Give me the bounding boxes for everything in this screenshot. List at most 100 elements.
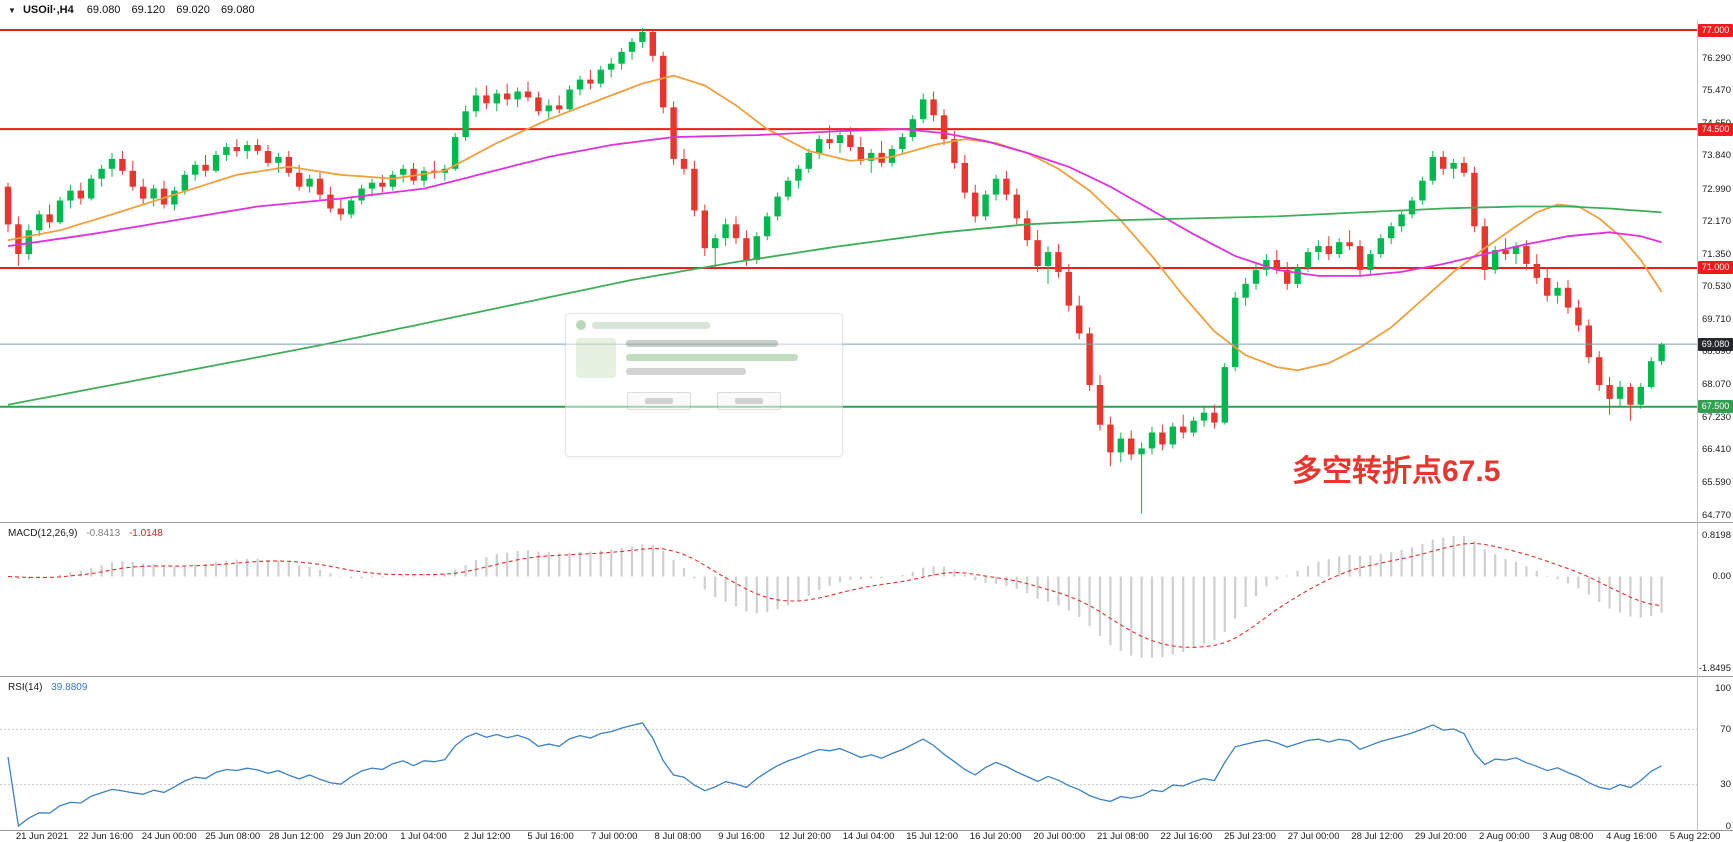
candle-body [223, 147, 230, 155]
candle-body [1627, 386, 1634, 405]
candle-body [1232, 297, 1239, 368]
price-badge: 69.080 [1698, 338, 1733, 351]
ma-mid-magenta [7, 128, 1662, 277]
macd-pane-canvas[interactable] [0, 523, 1733, 676]
candle-body [691, 168, 698, 211]
candle-body [712, 238, 719, 249]
price-pane-canvas[interactable] [0, 20, 1733, 522]
candle-body [1159, 432, 1166, 445]
candle-body [1294, 268, 1301, 284]
macd-signal-value: -1.0148 [128, 528, 163, 539]
watermark-button [717, 392, 781, 410]
candle-body [1117, 438, 1124, 453]
candle-body [1252, 269, 1260, 284]
price-tick-label: 72.170 [1701, 216, 1731, 227]
candle-body [316, 178, 324, 195]
candle-body [358, 188, 365, 201]
candle-body [680, 158, 688, 169]
price-tick-label: 76.290 [1701, 53, 1731, 64]
candle-body [36, 214, 43, 231]
time-label: 29 Jun 20:00 [332, 831, 388, 842]
rsi-axis[interactable]: 100 70 30 0 [1698, 677, 1733, 832]
candle-body [1346, 242, 1353, 247]
candle-body [119, 158, 126, 171]
candle-body [1554, 287, 1561, 296]
annotation-text: 多空转折点67.5 [1292, 455, 1501, 488]
candle-body [202, 164, 209, 171]
rsi-name: RSI(14) [8, 682, 43, 693]
candle-body [1263, 260, 1270, 270]
watermark-logo [576, 338, 616, 378]
symbol-dropdown-icon[interactable]: ▼ [8, 6, 16, 15]
candle-body [1200, 412, 1208, 421]
macd-main-value: -0.8413 [86, 528, 121, 539]
candle-body [77, 190, 84, 199]
candle-body [982, 194, 989, 217]
time-label: 29 Jul 20:00 [1414, 831, 1467, 842]
candle-body [1502, 250, 1509, 255]
candle-body [1003, 178, 1010, 195]
candle-body [670, 107, 677, 159]
price-axis[interactable]: 76.29075.47074.65073.84072.99072.17071.3… [1698, 20, 1733, 522]
time-label: 28 Jun 12:00 [268, 831, 324, 842]
candle-body [1606, 385, 1613, 399]
time-axis[interactable]: 21 Jun 2021 22 Jun 16:00 24 Jun 00:00 25 Ju… [0, 831, 1733, 842]
price-tick-label: 66.410 [1701, 444, 1731, 455]
candle-body [348, 200, 355, 215]
candle-body [857, 147, 864, 161]
time-label: 15 Jul 12:00 [906, 831, 958, 842]
candle-body [628, 41, 636, 52]
candle-body [493, 93, 500, 104]
watermark-dialog [565, 313, 843, 457]
candle-body [836, 135, 844, 143]
candle-body [4, 186, 12, 225]
candle-body [1169, 426, 1176, 445]
candle-body [1128, 438, 1135, 455]
time-label: 5 Aug 22:00 [1669, 831, 1721, 842]
rsi-tick-label: 70 [1720, 724, 1731, 735]
macd-tick-label: -1.8495 [1698, 663, 1731, 674]
candle-body [150, 188, 157, 199]
candle-body [264, 151, 272, 163]
pane-separator [0, 676, 1733, 677]
candle-body [1440, 156, 1447, 169]
candle-body [233, 147, 240, 151]
candle-body [1315, 246, 1322, 252]
candle-body [1076, 305, 1083, 334]
candle-body [732, 224, 740, 239]
rsi-indicator-label: RSI(14) 39.8809 [8, 681, 87, 695]
candle-body [108, 158, 116, 169]
candle-body [56, 200, 64, 223]
ohlc-high: 69.120 [131, 4, 166, 16]
price-tick-label: 68.890 [1701, 346, 1731, 357]
candle-body [1138, 448, 1145, 455]
time-label: 21 Jun 2021 [15, 831, 69, 842]
candle-body [930, 99, 937, 116]
candle-body [254, 145, 261, 151]
candle-body [1377, 238, 1384, 255]
time-label: 27 Jul 00:00 [1287, 831, 1340, 842]
candle-body [181, 174, 188, 191]
candle-body [1273, 260, 1280, 270]
candle-body [847, 135, 854, 147]
candle-body [171, 190, 178, 205]
candle-body [1107, 424, 1114, 453]
time-label: 2 Aug 00:00 [1478, 831, 1530, 842]
time-label: 7 Jul 00:00 [590, 831, 638, 842]
candle-body [722, 224, 729, 239]
macd-name: MACD(12,26,9) [8, 528, 78, 539]
candle-body [618, 51, 625, 64]
pane-separator [0, 522, 1733, 523]
watermark-title-bar [592, 321, 710, 329]
candle-body [160, 188, 168, 205]
time-label: 22 Jun 16:00 [78, 831, 134, 842]
rsi-pane-canvas[interactable] [0, 677, 1733, 830]
macd-axis[interactable]: 0.8198 0.00 -1.8495 [1698, 523, 1733, 676]
candle-body [1356, 246, 1364, 270]
candle-body [1523, 246, 1530, 264]
watermark-button [627, 392, 691, 410]
candle-body [774, 196, 781, 217]
candle-body [1460, 162, 1468, 173]
candle-body [25, 230, 32, 255]
rsi-line [7, 722, 1662, 828]
